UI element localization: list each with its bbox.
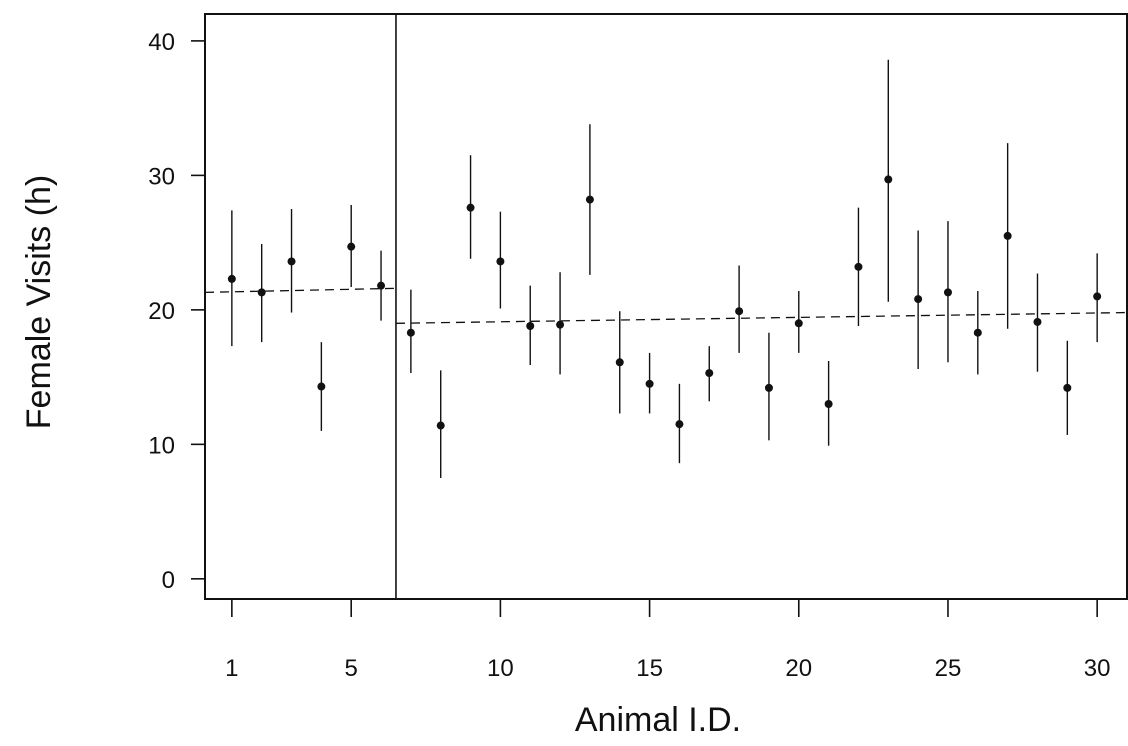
y-tick-label: 40: [148, 29, 175, 56]
x-tick-label: 15: [636, 655, 663, 682]
data-point: [1063, 383, 1072, 392]
data-point: [406, 328, 415, 337]
trend-line-1: [204, 287, 396, 294]
data-point: [227, 274, 236, 283]
data-point: [884, 175, 893, 184]
data-point: [675, 420, 684, 429]
data-point: [824, 400, 833, 408]
y-tick-label: 0: [162, 567, 175, 594]
data-point: [735, 307, 744, 316]
x-tick-label: 1: [225, 655, 238, 682]
x-axis-title: Animal I.D.: [575, 701, 741, 739]
x-tick-label: 20: [785, 655, 812, 682]
data-point: [317, 382, 326, 391]
y-tick-label: 30: [148, 163, 175, 190]
data-point: [705, 369, 714, 378]
x-tick-label: 5: [345, 655, 358, 682]
data-point: [1093, 292, 1102, 301]
data-point: [436, 421, 445, 430]
data-point: [943, 288, 952, 297]
data-point: [914, 295, 923, 304]
data-point: [287, 257, 296, 266]
data-point: [854, 262, 863, 271]
data-point: [347, 242, 356, 251]
data-point: [585, 195, 594, 204]
data-point: [526, 322, 535, 330]
trend-line-2: [395, 311, 1128, 324]
data-point: [556, 320, 565, 329]
data-point: [764, 383, 773, 392]
data-point: [973, 328, 982, 337]
y-axis-title: Female Visits (h): [20, 175, 58, 429]
y-tick-label: 10: [148, 432, 175, 459]
data-point: [466, 203, 475, 212]
x-tick-label: 25: [935, 655, 962, 682]
data-point: [1003, 231, 1012, 240]
plot-frame: [204, 13, 1128, 600]
data-point: [1033, 317, 1042, 326]
data-point: [645, 379, 654, 388]
x-tick-label: 10: [487, 655, 514, 682]
x-tick-label: 30: [1084, 655, 1111, 682]
data-point: [257, 288, 266, 297]
y-tick-label: 20: [148, 298, 175, 325]
data-point: [794, 319, 803, 328]
data-point: [496, 257, 505, 266]
data-point: [377, 281, 386, 290]
data-point: [615, 358, 624, 367]
